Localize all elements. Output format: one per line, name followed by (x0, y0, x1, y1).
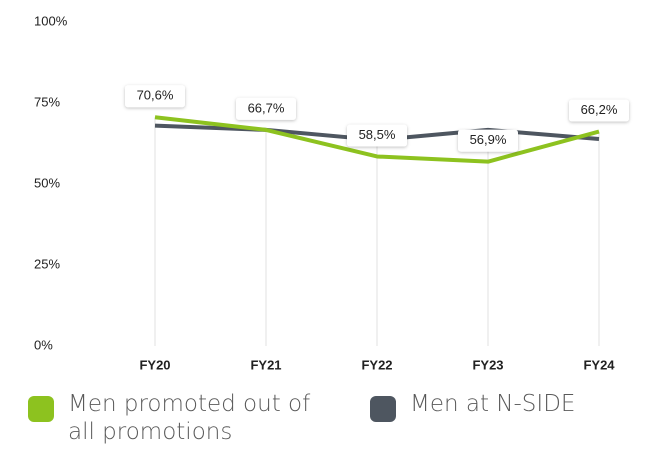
value-label-box (236, 97, 296, 120)
legend-item: Men at N-SIDE (370, 390, 650, 422)
value-label: 66,7% (248, 100, 285, 115)
y-tick-label: 75% (34, 94, 60, 109)
y-tick-label: 50% (34, 175, 60, 190)
value-label-box (458, 129, 518, 152)
value-label-box (347, 124, 407, 147)
legend-swatch (370, 396, 396, 422)
legend-swatch (28, 396, 54, 422)
y-tick-label: 25% (34, 256, 60, 271)
series-line (154, 115, 600, 164)
x-tick-label: FY22 (361, 357, 392, 372)
legend-label: Men promoted out of all promotions (68, 391, 311, 445)
y-tick-label: 0% (34, 337, 53, 352)
value-label: 70,6% (137, 88, 174, 103)
x-tick-label: FY23 (472, 357, 503, 372)
value-label: 58,5% (359, 127, 396, 142)
value-label-box (125, 85, 185, 108)
y-tick-label: 100% (34, 13, 68, 28)
legend-item: Men promoted out of all promotions (28, 390, 328, 446)
value-label: 66,2% (581, 102, 618, 117)
x-tick-label: FY21 (250, 357, 281, 372)
legend-label: Men at N-SIDE (410, 391, 576, 417)
value-label: 56,9% (470, 132, 507, 147)
chart: 0% 25% 50% 75% 100% FY20 FY21 FY22 FY23 FY24 70,6%… (34, 13, 629, 372)
value-label-box (569, 99, 629, 122)
x-tick-label: FY20 (139, 357, 170, 372)
x-tick-label: FY24 (583, 357, 615, 372)
